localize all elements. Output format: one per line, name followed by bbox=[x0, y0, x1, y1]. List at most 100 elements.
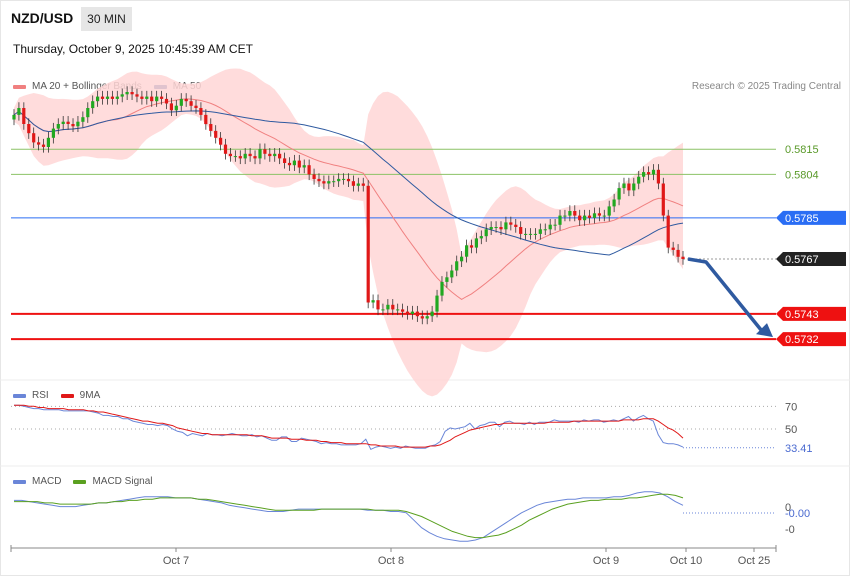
candle bbox=[528, 233, 533, 235]
candle bbox=[405, 311, 410, 314]
copyright-text: Research © 2025 Trading Central bbox=[691, 81, 841, 92]
candle bbox=[386, 304, 390, 310]
candle bbox=[155, 96, 159, 102]
candle bbox=[602, 215, 606, 217]
candle bbox=[253, 156, 257, 159]
candle bbox=[322, 181, 326, 184]
candle bbox=[179, 98, 183, 106]
candle bbox=[160, 96, 164, 99]
candle bbox=[302, 165, 306, 168]
candle bbox=[268, 153, 272, 157]
rsi-ma-swatch bbox=[60, 393, 74, 398]
candle bbox=[597, 213, 601, 216]
candle bbox=[169, 103, 173, 111]
candle bbox=[425, 316, 429, 319]
ma50-line bbox=[13, 110, 684, 256]
candle bbox=[578, 215, 582, 221]
candle bbox=[587, 215, 592, 218]
candle bbox=[573, 211, 577, 216]
candle bbox=[71, 124, 75, 127]
candle bbox=[46, 137, 50, 147]
candle bbox=[223, 144, 228, 154]
candle bbox=[32, 133, 36, 143]
rsi-level-label: 70 bbox=[785, 401, 797, 413]
candle bbox=[135, 94, 139, 97]
candle bbox=[312, 174, 316, 179]
candle bbox=[568, 211, 572, 216]
candle bbox=[607, 206, 611, 216]
time-tick-label: Oct 7 bbox=[163, 555, 189, 567]
candle bbox=[622, 183, 626, 189]
candle bbox=[51, 128, 55, 138]
macd-signal-swatch bbox=[73, 479, 87, 484]
candle bbox=[228, 153, 232, 157]
resistance-label: 0.5804 bbox=[785, 169, 819, 181]
candle bbox=[632, 183, 636, 191]
candle bbox=[174, 105, 178, 111]
candle bbox=[76, 121, 80, 127]
candle bbox=[22, 108, 26, 124]
macd-legend: MACD MACD Signal bbox=[13, 476, 152, 487]
candle bbox=[671, 247, 675, 250]
candle bbox=[391, 304, 395, 310]
candle bbox=[647, 172, 651, 175]
candle bbox=[396, 309, 400, 311]
candle bbox=[41, 144, 46, 147]
candle bbox=[130, 92, 134, 95]
candle bbox=[553, 224, 557, 226]
timeframe-button[interactable]: 30 MIN bbox=[81, 7, 132, 31]
forecast-arrow bbox=[687, 257, 764, 333]
resistance-label: 0.5815 bbox=[785, 144, 819, 156]
rsi-swatch bbox=[13, 393, 26, 398]
candle bbox=[474, 238, 478, 248]
candle bbox=[410, 311, 414, 314]
candle bbox=[238, 156, 242, 159]
chart-datetime: Thursday, October 9, 2025 10:45:39 AM CE… bbox=[13, 42, 253, 56]
candle bbox=[381, 309, 385, 311]
candle bbox=[543, 229, 547, 231]
candle bbox=[627, 183, 631, 191]
candle bbox=[327, 181, 331, 184]
candle bbox=[469, 245, 474, 248]
macd-swatch bbox=[13, 479, 26, 484]
candle bbox=[583, 215, 587, 221]
candle bbox=[346, 178, 351, 182]
candle bbox=[489, 227, 493, 230]
candle bbox=[120, 94, 124, 97]
candle bbox=[243, 153, 247, 159]
rsi-line bbox=[14, 404, 684, 451]
candle bbox=[563, 215, 567, 217]
candle bbox=[86, 108, 90, 118]
candle bbox=[337, 178, 341, 182]
candle bbox=[209, 124, 213, 131]
candle bbox=[435, 295, 439, 312]
candle bbox=[445, 277, 449, 282]
macd-signal-legend-label: MACD Signal bbox=[92, 476, 153, 487]
candle bbox=[415, 311, 419, 317]
candle bbox=[642, 172, 646, 177]
candle bbox=[91, 101, 95, 109]
rsi-ma-legend-label: 9MA bbox=[79, 390, 101, 401]
candle bbox=[617, 188, 621, 200]
candle bbox=[371, 300, 375, 303]
pivot-label: 0.5785 bbox=[785, 213, 819, 225]
candle bbox=[376, 300, 380, 310]
support-tag bbox=[776, 332, 846, 347]
candle bbox=[219, 137, 223, 145]
candle bbox=[681, 256, 685, 259]
bollinger-band bbox=[14, 68, 683, 397]
candle bbox=[479, 236, 483, 239]
candle bbox=[145, 96, 149, 99]
candle bbox=[504, 222, 508, 230]
current-tag bbox=[776, 252, 846, 267]
forecast-arrowhead bbox=[756, 323, 773, 338]
candle bbox=[455, 261, 459, 271]
candle bbox=[460, 256, 464, 262]
candle bbox=[297, 160, 301, 168]
candle bbox=[342, 178, 346, 180]
candle bbox=[514, 224, 518, 227]
candle bbox=[81, 117, 85, 122]
candle bbox=[184, 98, 188, 102]
candle bbox=[548, 224, 552, 230]
